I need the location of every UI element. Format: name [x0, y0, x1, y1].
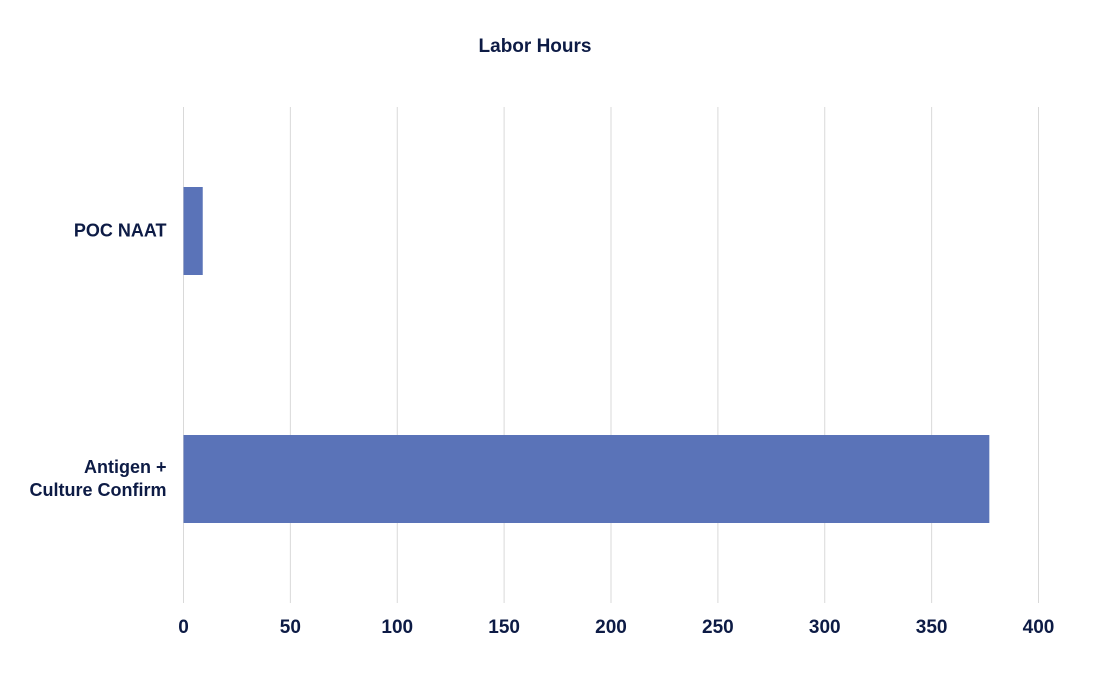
bar — [183, 187, 203, 275]
x-tick-label: 100 — [381, 617, 413, 638]
y-tick-label: Antigen + Culture Confirm — [29, 457, 167, 500]
chart-title: Labor Hours — [479, 36, 592, 57]
bar — [183, 435, 990, 523]
x-tick-label: 200 — [595, 617, 627, 638]
x-tick-label: 300 — [809, 617, 841, 638]
x-tick-label: 150 — [488, 617, 520, 638]
y-tick-label: POC NAAT — [73, 220, 167, 241]
x-tick-label: 50 — [280, 617, 301, 638]
x-tick-label: 0 — [178, 617, 189, 638]
x-tick-label: 250 — [702, 617, 734, 638]
x-tick-label: 400 — [1023, 617, 1055, 638]
x-tick-label: 350 — [916, 617, 948, 638]
